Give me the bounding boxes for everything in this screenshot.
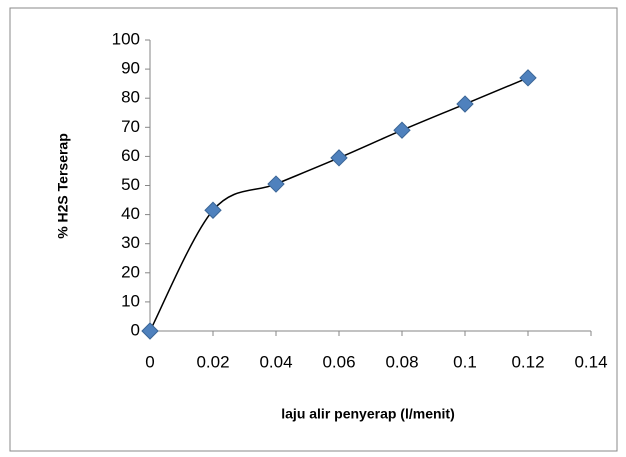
x-tick-label: 0 — [145, 352, 154, 371]
y-axis-title: % H2S Terserap — [55, 133, 71, 239]
y-tick-label: 90 — [121, 59, 140, 78]
x-tick-label: 0.04 — [259, 352, 292, 371]
marker — [204, 201, 222, 219]
x-tick-label: 0.06 — [322, 352, 355, 371]
x-tick-label: 0.02 — [196, 352, 229, 371]
marker — [393, 121, 411, 139]
x-tick-label: 0.08 — [385, 352, 418, 371]
y-tick-label: 40 — [121, 204, 140, 223]
y-tick-label: 50 — [121, 175, 140, 194]
marker — [456, 95, 474, 113]
chart-border — [9, 7, 618, 452]
y-tick-label: 0 — [131, 320, 140, 339]
y-tick-label: 70 — [121, 117, 140, 136]
y-tick-label: 30 — [121, 233, 140, 252]
x-tick-label: 0.14 — [574, 352, 607, 371]
y-tick-label: 60 — [121, 146, 140, 165]
x-tick-label: 0.12 — [511, 352, 544, 371]
marker — [141, 322, 159, 340]
y-tick-label: 100 — [112, 29, 140, 48]
marker — [267, 175, 285, 193]
x-axis-title: laju alir penyerap (l/menit) — [281, 406, 455, 422]
y-tick-label: 20 — [121, 262, 140, 281]
marker — [519, 69, 537, 87]
marker — [330, 149, 348, 167]
y-tick-label: 80 — [121, 88, 140, 107]
x-tick-label: 0.1 — [453, 352, 477, 371]
y-tick-label: 10 — [121, 291, 140, 310]
